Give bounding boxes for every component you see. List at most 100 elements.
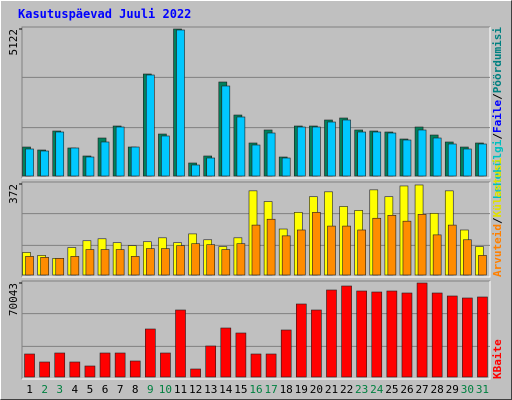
x-tick-label: 21 xyxy=(325,383,338,396)
legend-separator: / xyxy=(491,217,504,224)
bar xyxy=(327,225,336,276)
bar xyxy=(356,290,367,378)
bar xyxy=(236,116,246,177)
bar xyxy=(416,282,428,378)
y-tick-label: 70043 xyxy=(7,283,20,316)
x-tick-label: 25 xyxy=(385,383,398,396)
bar xyxy=(371,291,383,378)
bar xyxy=(100,249,110,276)
bar xyxy=(24,353,35,378)
x-tick-label: 4 xyxy=(72,383,79,396)
legend-separator: / xyxy=(491,93,504,100)
legend-entry: Pöördumisi xyxy=(491,27,504,94)
legend-separator: / xyxy=(491,133,504,140)
bar xyxy=(372,131,382,177)
x-tick-label: 19 xyxy=(295,383,308,396)
bar xyxy=(447,224,457,276)
x-tick-label: 28 xyxy=(431,383,444,396)
legend: Lehekülgi/Faile/Pöördumisi xyxy=(491,27,504,200)
bar xyxy=(115,126,125,177)
x-tick-label: 17 xyxy=(264,383,277,396)
bar xyxy=(296,229,306,276)
bar xyxy=(70,147,80,177)
bar xyxy=(417,214,427,276)
bar xyxy=(281,235,291,276)
bar xyxy=(266,132,276,177)
bar xyxy=(160,352,171,378)
x-tick-label: 18 xyxy=(280,383,293,396)
bar xyxy=(386,290,398,378)
x-tick-label: 2 xyxy=(41,383,48,396)
bar xyxy=(84,365,96,378)
bar xyxy=(342,119,351,177)
bar xyxy=(146,248,155,276)
bar xyxy=(130,256,140,276)
bar xyxy=(221,85,231,177)
bar xyxy=(40,257,49,276)
y-tick-label: 5122 xyxy=(7,29,20,56)
legend-entry: Faile xyxy=(491,99,504,132)
x-tick-label: 8 xyxy=(132,383,139,396)
bar xyxy=(446,295,458,378)
bar xyxy=(161,135,170,177)
bar xyxy=(311,309,322,378)
bar xyxy=(39,361,50,378)
x-tick-label: 26 xyxy=(400,383,413,396)
legend: Arvuteid/Külastusi xyxy=(491,157,504,277)
bar xyxy=(206,157,216,177)
bar xyxy=(463,239,472,276)
legend: KBaite xyxy=(491,339,504,379)
bar xyxy=(250,353,262,378)
bar xyxy=(478,255,487,276)
bar xyxy=(402,139,412,177)
x-tick-label: 29 xyxy=(446,383,459,396)
bar xyxy=(281,157,291,177)
x-tick-label: 11 xyxy=(174,383,187,396)
bar xyxy=(251,144,261,177)
bar xyxy=(145,328,156,378)
bar xyxy=(99,352,111,378)
bar xyxy=(327,121,336,177)
bar xyxy=(417,129,427,177)
bar xyxy=(478,143,487,177)
bar xyxy=(312,126,321,177)
bar xyxy=(129,360,141,378)
x-tick-label: 12 xyxy=(189,383,202,396)
bar xyxy=(280,329,292,378)
legend-entry: Külastusi xyxy=(491,157,504,217)
bar xyxy=(477,296,488,378)
bar xyxy=(326,289,337,378)
x-tick-label: 31 xyxy=(476,383,489,396)
bar xyxy=(55,258,65,276)
bar xyxy=(251,224,261,276)
bar xyxy=(25,148,34,177)
bar xyxy=(191,243,200,276)
bar xyxy=(401,292,413,378)
bar xyxy=(55,131,65,177)
bar xyxy=(432,137,442,177)
bar xyxy=(266,218,276,276)
bar xyxy=(463,148,472,177)
bar xyxy=(146,74,155,177)
legend-entry: KBaite xyxy=(491,339,504,379)
bar xyxy=(295,303,307,378)
x-tick-label: 1 xyxy=(26,383,33,396)
bar xyxy=(265,353,277,378)
bar xyxy=(357,229,366,276)
bar xyxy=(447,143,457,177)
bar xyxy=(431,292,443,378)
x-tick-label: 15 xyxy=(234,383,247,396)
bar xyxy=(70,256,80,276)
bar xyxy=(69,361,81,378)
bar xyxy=(191,164,200,177)
bar xyxy=(100,141,110,177)
x-tick-label: 30 xyxy=(461,383,474,396)
bar xyxy=(176,245,185,276)
x-tick-label: 14 xyxy=(219,383,233,396)
legend-entry: Lehekülgi xyxy=(491,139,504,199)
bar xyxy=(462,297,473,378)
bar xyxy=(387,132,397,177)
bar xyxy=(235,332,247,378)
x-tick-label: 10 xyxy=(159,383,172,396)
